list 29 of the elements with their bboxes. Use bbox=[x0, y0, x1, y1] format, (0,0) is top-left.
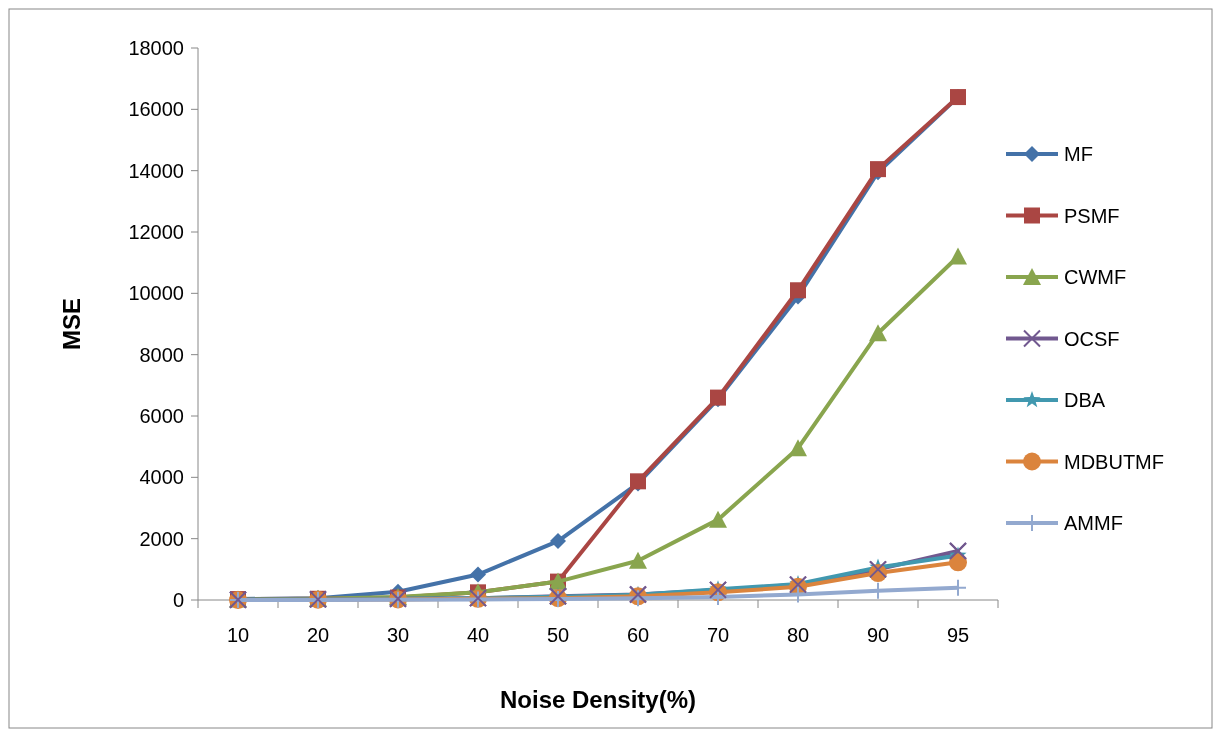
x-tick-label: 20 bbox=[306, 624, 330, 646]
y-tick-label: 6000 bbox=[139, 405, 184, 427]
y-tick-label: 10000 bbox=[128, 282, 184, 305]
y-tick-label: 8000 bbox=[139, 343, 184, 366]
legend-label: MDBUTMF bbox=[1064, 450, 1164, 473]
legend-label: AMMF bbox=[1064, 512, 1123, 534]
x-tick-label: 50 bbox=[546, 624, 570, 646]
x-tick-label: 70 bbox=[706, 624, 730, 646]
x-tick-label: 40 bbox=[466, 624, 490, 646]
x-tick-label: 95 bbox=[946, 624, 970, 646]
x-axis-title: Noise Density(%) bbox=[499, 686, 697, 713]
legend-label: MF bbox=[1064, 143, 1093, 165]
legend-label: PSMF bbox=[1064, 204, 1120, 227]
x-tick-label: 10 bbox=[226, 624, 250, 646]
y-axis-title: MSE bbox=[58, 297, 85, 351]
y-tick-label: 2000 bbox=[139, 527, 184, 550]
y-tick-label: 14000 bbox=[128, 159, 184, 182]
x-tick-label: 90 bbox=[866, 624, 890, 646]
legend-label: OCSF bbox=[1064, 327, 1120, 350]
x-tick-label: 60 bbox=[626, 624, 650, 646]
y-tick-label: 18000 bbox=[128, 37, 184, 59]
legend-label: DBA bbox=[1064, 389, 1106, 411]
y-tick-label: 4000 bbox=[139, 466, 184, 489]
y-tick-label: 12000 bbox=[128, 221, 184, 243]
legend-label: CWMF bbox=[1064, 266, 1127, 288]
x-tick-label: 80 bbox=[786, 624, 810, 646]
x-tick-label: 30 bbox=[386, 624, 410, 646]
y-tick-label: 16000 bbox=[128, 98, 184, 121]
y-tick-label: 0 bbox=[172, 589, 184, 611]
